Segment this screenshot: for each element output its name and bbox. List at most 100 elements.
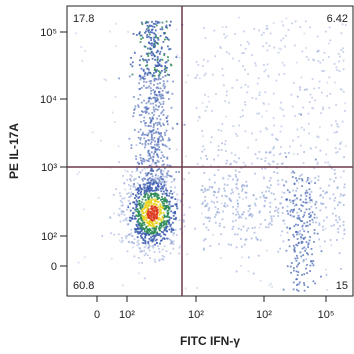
event-dot (243, 52, 245, 54)
event-dot (149, 36, 152, 39)
event-dot (163, 214, 166, 217)
event-dot (339, 176, 342, 179)
event-dot (138, 213, 140, 216)
event-dot (147, 210, 149, 213)
event-dot (151, 116, 154, 119)
event-dot (338, 60, 340, 63)
event-dot (145, 28, 148, 31)
event-dot (150, 138, 153, 141)
event-dot (301, 273, 303, 276)
event-dot (334, 197, 337, 199)
event-dot (248, 256, 250, 259)
event-dot (259, 279, 262, 282)
event-dot (297, 290, 300, 292)
event-dot (170, 210, 173, 213)
event-dot (204, 238, 207, 240)
event-dot (159, 258, 161, 261)
event-dot (217, 149, 220, 151)
event-dot (270, 223, 273, 226)
event-dot (305, 267, 307, 270)
event-dot (162, 103, 165, 105)
event-dot (141, 242, 144, 244)
event-dot (274, 210, 276, 212)
event-dot (312, 58, 314, 61)
event-dot (245, 185, 248, 188)
event-dot (145, 111, 148, 113)
event-dot (154, 69, 157, 71)
event-dot (308, 197, 311, 199)
event-dot (202, 135, 204, 138)
event-dot (342, 51, 345, 53)
event-dot (146, 228, 149, 230)
event-dot (151, 21, 153, 23)
event-dot (146, 67, 149, 70)
event-dot (293, 247, 296, 249)
event-dot (148, 202, 151, 205)
event-dot (263, 196, 266, 199)
event-dot (152, 223, 155, 225)
event-dot (164, 198, 167, 201)
event-dot (171, 196, 174, 199)
event-dot (156, 50, 159, 53)
event-dot (148, 249, 151, 252)
event-dot (218, 222, 221, 225)
event-dot (157, 143, 160, 146)
event-dot (317, 136, 320, 139)
event-dot (169, 20, 172, 23)
event-dot (271, 286, 273, 288)
event-dot (143, 228, 146, 231)
event-dot (282, 24, 285, 27)
event-dot (254, 202, 256, 205)
event-dot (144, 196, 146, 198)
event-dot (247, 227, 250, 230)
event-dot (134, 186, 137, 189)
event-dot (280, 39, 283, 42)
event-dot (153, 91, 156, 94)
event-dot (222, 210, 225, 213)
event-dot (142, 132, 144, 135)
event-dot (242, 198, 244, 200)
event-dot (305, 47, 307, 49)
event-dot (145, 109, 148, 112)
event-dot (139, 78, 142, 81)
event-dot (289, 265, 292, 268)
event-dot (161, 248, 164, 251)
event-dot (202, 145, 205, 148)
event-dot (142, 111, 144, 113)
event-dot (304, 236, 307, 239)
event-dot (76, 173, 79, 176)
event-dot (217, 208, 219, 210)
event-dot (177, 198, 179, 201)
event-dot (298, 208, 301, 210)
event-dot (238, 215, 241, 218)
event-dot (138, 64, 141, 66)
event-dot (221, 142, 223, 145)
event-dot (335, 151, 337, 154)
event-dot (139, 187, 142, 189)
event-dot (152, 22, 155, 25)
event-dot (156, 82, 159, 85)
event-dot (159, 222, 162, 225)
event-dot (267, 103, 270, 106)
event-dot (221, 68, 224, 70)
event-dot (308, 208, 311, 210)
event-dot (251, 213, 254, 216)
event-dot (213, 29, 216, 32)
event-dot (129, 174, 132, 176)
event-dot (137, 230, 140, 233)
event-dot (153, 232, 156, 234)
event-dot (154, 23, 157, 25)
event-dot (147, 246, 150, 249)
event-dot (301, 205, 304, 207)
event-dot (261, 34, 263, 36)
event-dot (161, 201, 164, 203)
event-dot (296, 288, 298, 291)
event-dot (173, 178, 176, 181)
event-dot (201, 102, 204, 104)
event-dot (136, 231, 138, 233)
event-dot (286, 226, 289, 229)
event-dot (143, 208, 146, 210)
event-dot (151, 75, 154, 78)
event-dot (164, 144, 166, 147)
